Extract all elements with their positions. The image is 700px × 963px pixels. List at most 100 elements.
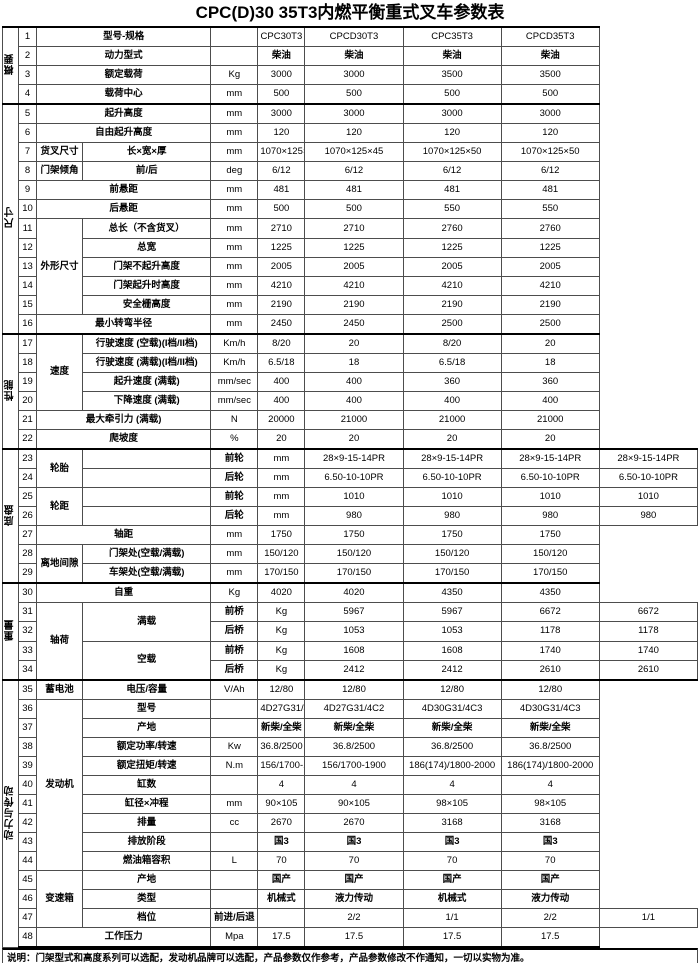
row-number: 24 — [18, 468, 38, 489]
sub-group-label-unloaded: 空载 — [82, 640, 212, 681]
unit-cell: Kw — [210, 736, 259, 757]
row-number: 1 — [18, 26, 38, 48]
row-number: 33 — [18, 640, 38, 661]
unit-cell: mm — [210, 313, 259, 335]
unit-cell: % — [210, 428, 259, 451]
value-cell: 1608 — [304, 640, 404, 661]
group-label-speed: 速度 — [36, 332, 84, 411]
value-cell: 2710 — [304, 218, 404, 239]
value-cell: 新柴/全柴 — [257, 717, 306, 738]
row-sub-label: 排放阶段 — [82, 831, 212, 853]
row-sub-label: 排量 — [82, 812, 212, 833]
unit-cell: mm — [210, 275, 259, 296]
row-label: 轴距 — [36, 525, 212, 546]
footnote: 说明：门架型式和高度系列可以选配，发动机品牌可以选配，产品参数仅作参考，产品参数… — [2, 948, 698, 963]
row-label: 爬坡度 — [36, 428, 212, 451]
value-cell: 500 — [500, 84, 600, 106]
row-label: 载荷中心 — [36, 84, 212, 106]
value-cell: 98×105 — [402, 793, 502, 814]
group-label-track: 轮距 — [36, 487, 84, 527]
unit-cell: mm — [210, 84, 259, 106]
group-label-outline: 外形尺寸 — [36, 218, 84, 315]
row-number: 21 — [18, 409, 38, 430]
value-cell: 17.5 — [304, 927, 404, 949]
value-cell: 2/2 — [500, 908, 600, 929]
category-label-text: 性能 — [4, 378, 16, 401]
unit-cell: Km/h — [210, 352, 259, 373]
category-label-powertrain: 动力与传动 — [1, 678, 20, 948]
unit-cell: mm — [210, 563, 259, 585]
value-cell: 28×9-15-14PR — [402, 448, 502, 470]
row-sub-label: 门架处(空载/满载) — [82, 544, 212, 565]
row-number: 32 — [18, 621, 38, 642]
row-number: 19 — [18, 371, 38, 392]
value-cell: 70 — [402, 851, 502, 872]
unit-cell: mm — [210, 237, 259, 258]
value-cell: 400 — [304, 390, 404, 411]
row-number: 12 — [18, 237, 38, 258]
row-sub-label: 起升速度 (满载) — [82, 371, 212, 392]
row-number: 8 — [18, 161, 38, 182]
value-cell: 20 — [500, 428, 600, 451]
unit-cell — [210, 46, 259, 67]
value-cell: 400 — [257, 371, 306, 392]
value-cell: 90×105 — [304, 793, 404, 814]
value-cell: 2450 — [257, 313, 306, 335]
value-cell: 新柴/全柴 — [500, 717, 600, 738]
value-cell: 12/80 — [500, 678, 600, 700]
row-number: 40 — [18, 774, 38, 795]
value-cell: CPCD30T3 — [304, 26, 404, 48]
unit-cell: Mpa — [210, 927, 259, 949]
unit-cell: Kg — [257, 640, 306, 661]
row-label: 型号-规格 — [36, 26, 212, 48]
value-cell: 新柴/全柴 — [304, 717, 404, 738]
row-number: 35 — [18, 678, 38, 700]
row-sub-label: 缸径×冲程 — [82, 793, 212, 814]
value-cell: 17.5 — [257, 927, 306, 949]
row-label: 动力型式 — [36, 46, 212, 67]
group-label: 蓄电池 — [36, 678, 84, 700]
row-number: 29 — [18, 563, 38, 585]
row-sub-label: 档位 — [82, 908, 212, 929]
row-number: 6 — [18, 123, 38, 144]
value-cell: 国3 — [257, 831, 306, 853]
value-cell: 12/80 — [304, 678, 404, 700]
value-cell: 120 — [304, 123, 404, 144]
value-cell: 3000 — [304, 103, 404, 125]
row-label: 额定载荷 — [36, 65, 212, 86]
unit-cell: N — [210, 409, 259, 430]
row-number: 10 — [18, 199, 38, 220]
row-sub-label: 后桥 — [210, 621, 259, 642]
value-cell: 2190 — [257, 294, 306, 315]
value-cell: 6.50-10-10PR — [402, 468, 502, 489]
value-cell: 1750 — [257, 525, 306, 546]
value-cell: 2190 — [304, 294, 404, 315]
value-cell: 2005 — [500, 256, 600, 277]
value-cell: 156/1700-1900 — [257, 755, 306, 776]
row-number: 5 — [18, 103, 38, 125]
value-cell: 4 — [304, 774, 404, 795]
value-cell: 1053 — [304, 621, 404, 642]
row-sub-label: 产地 — [82, 870, 212, 891]
value-cell: 150/120 — [402, 544, 502, 565]
value-cell: 98×105 — [500, 793, 600, 814]
value-cell: 4350 — [402, 582, 502, 604]
row-sub-label: 前/后 — [82, 161, 212, 182]
unit-cell — [210, 717, 259, 738]
value-cell: 186(174)/1800-2000 — [500, 755, 600, 776]
value-cell: 1/1 — [402, 908, 502, 929]
value-cell: 400 — [304, 371, 404, 392]
unit-cell: mm — [210, 218, 259, 239]
row-number: 47 — [18, 908, 38, 929]
row-sub-label: 前桥 — [210, 640, 259, 661]
value-cell: 36.8/2500 — [402, 736, 502, 757]
row-sub-label: 产地 — [82, 717, 212, 738]
row-sub-label: 型号 — [82, 698, 212, 719]
value-cell: 1010 — [402, 487, 502, 508]
value-cell: 1750 — [402, 525, 502, 546]
row-number: 41 — [18, 793, 38, 814]
value-cell: 18 — [304, 352, 404, 373]
row-sub-label: 后轮 — [210, 506, 259, 527]
value-cell: 4210 — [402, 275, 502, 296]
value-cell: 6/12 — [500, 161, 600, 182]
